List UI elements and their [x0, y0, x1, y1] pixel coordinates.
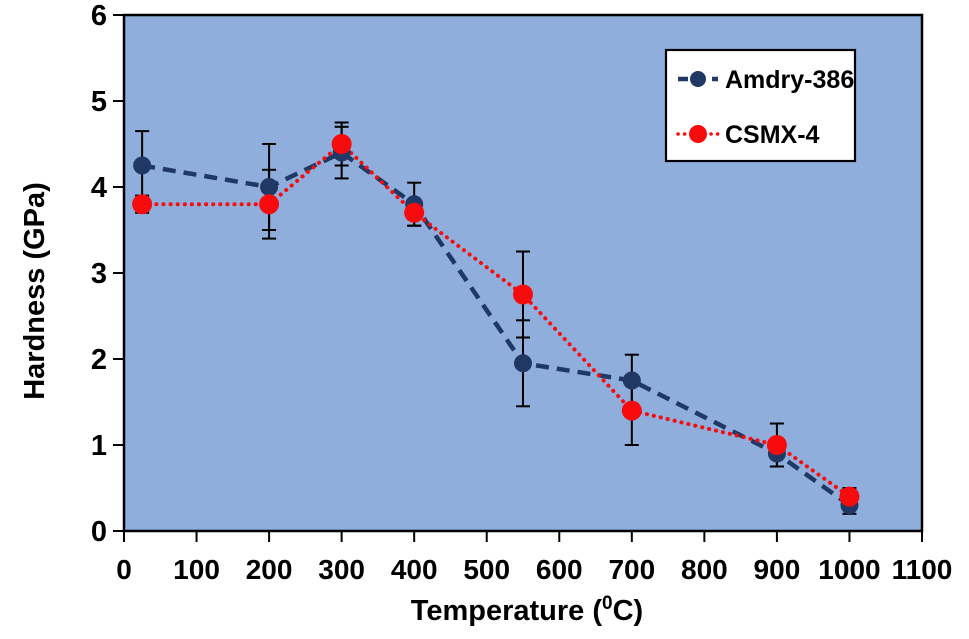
legend-label-csmx-4: CSMX-4 — [725, 121, 820, 149]
y-axis-tick-label: 1 — [91, 430, 107, 462]
x-axis-tick-label: 400 — [391, 554, 438, 585]
legend-marker-csmx-4 — [689, 125, 707, 143]
y-axis-tick-label: 6 — [91, 0, 107, 32]
legend-marker-amdry-386 — [690, 71, 706, 87]
y-axis-tick-label: 5 — [91, 86, 107, 118]
x-axis-tick-label: 0 — [116, 554, 132, 585]
data-point-marker-csmx-4 — [839, 486, 860, 507]
x-axis-title: Temperature (0C) — [411, 593, 643, 627]
x-axis-tick-label: 700 — [608, 554, 655, 585]
x-axis-tick-label: 500 — [463, 554, 510, 585]
data-point-marker-csmx-4 — [259, 194, 280, 215]
x-axis-tick-label: 100 — [173, 554, 220, 585]
data-point-marker-csmx-4 — [132, 194, 153, 215]
data-point-marker-amdry-386 — [622, 371, 641, 390]
y-axis-title: Hardness (GPa) — [19, 182, 51, 400]
data-point-marker-csmx-4 — [766, 435, 787, 455]
x-axis-tick-label: 600 — [536, 554, 583, 585]
y-axis-tick-label: 3 — [91, 258, 107, 290]
data-point-marker-amdry-386 — [133, 156, 152, 175]
legend-label-amdry-386: Amdry-386 — [725, 66, 854, 94]
y-axis-tick-label: 0 — [91, 516, 107, 548]
data-point-marker-csmx-4 — [404, 202, 425, 223]
data-point-marker-amdry-386 — [260, 178, 279, 196]
x-axis-tick-label: 1100 — [892, 554, 953, 585]
data-point-marker-csmx-4 — [513, 284, 533, 305]
x-axis-tick-label: 200 — [246, 554, 293, 585]
data-point-marker-csmx-4 — [621, 400, 642, 421]
x-axis-tick-label: 800 — [681, 554, 728, 585]
y-axis-tick-label: 4 — [91, 172, 107, 204]
y-axis-tick-label: 2 — [91, 344, 107, 376]
data-point-marker-csmx-4 — [331, 134, 352, 154]
series-line-amdry-386 — [141, 150, 851, 508]
data-point-marker-amdry-386 — [514, 354, 532, 373]
series-line-csmx-4 — [140, 142, 852, 499]
x-axis-tick-label: 300 — [318, 554, 365, 585]
x-axis-tick-label: 900 — [754, 554, 801, 585]
x-axis-tick-label: 1000 — [818, 554, 880, 585]
